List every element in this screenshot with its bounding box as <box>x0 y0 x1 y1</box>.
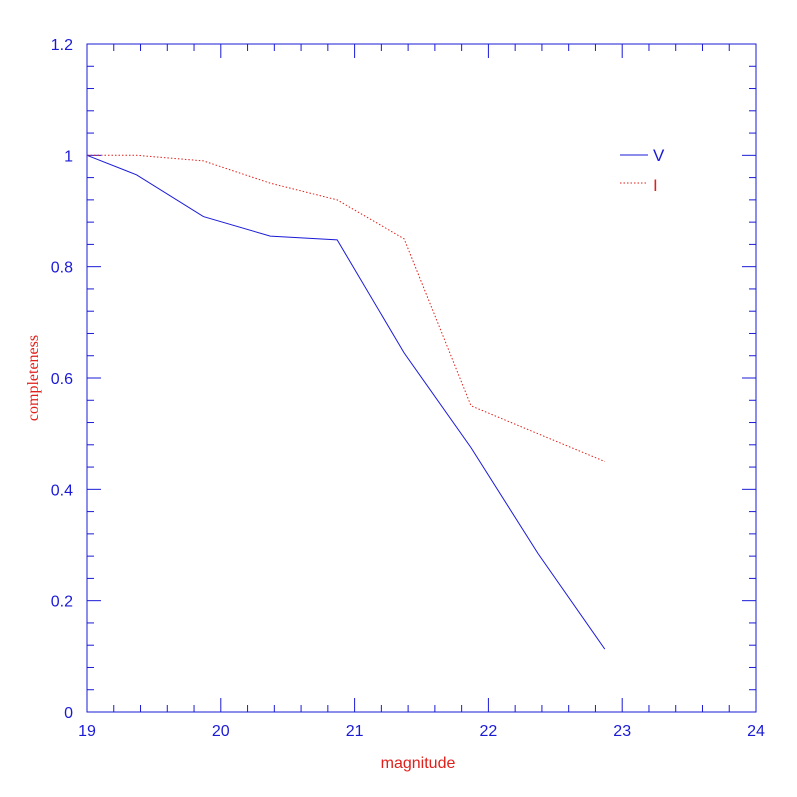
x-tick-label: 24 <box>747 723 765 740</box>
series-layer <box>86 154 606 650</box>
y-tick-label: 0.6 <box>51 371 73 388</box>
x-tick-label: 21 <box>346 723 364 740</box>
legend-label-i: I <box>653 176 658 195</box>
x-tick-labels: 19 20 21 22 23 24 <box>78 723 765 740</box>
tick-marks <box>86 43 757 713</box>
y-tick-label: 1 <box>64 148 73 165</box>
x-tick-label: 20 <box>212 723 230 740</box>
series-line-i <box>87 154 605 462</box>
y-axis-title: completeness <box>25 335 42 421</box>
x-tick-label: 22 <box>480 723 498 740</box>
y-tick-label: 0.4 <box>51 482 73 499</box>
x-tick-label: 23 <box>613 723 631 740</box>
legend: V I <box>620 146 665 195</box>
y-tick-label: 1.2 <box>51 37 73 54</box>
legend-label-v: V <box>653 146 665 165</box>
series-line-v <box>86 154 606 650</box>
y-tick-label: 0 <box>64 705 73 722</box>
y-tick-labels: 0 0.2 0.4 0.6 0.8 1 1.2 <box>51 37 73 722</box>
y-tick-label: 0.2 <box>51 594 73 611</box>
y-tick-label: 0.8 <box>51 260 73 277</box>
x-axis-title: magnitude <box>381 755 456 772</box>
x-tick-label: 19 <box>78 723 96 740</box>
